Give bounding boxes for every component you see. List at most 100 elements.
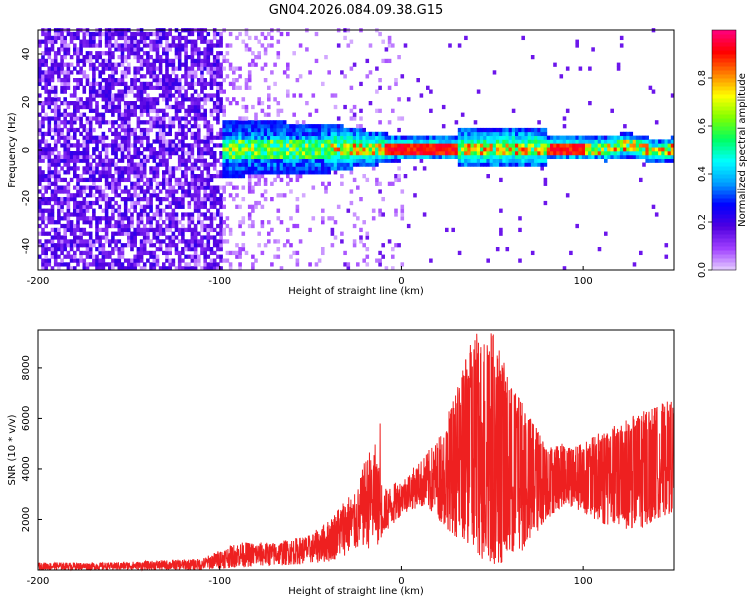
heatmap-cell xyxy=(63,70,67,75)
heatmap-cell xyxy=(263,131,268,137)
heatmap-cell xyxy=(95,185,99,190)
heatmap-cell xyxy=(616,143,621,148)
heatmap-cell xyxy=(206,143,211,148)
heatmap-cell xyxy=(282,162,287,167)
heatmap-cell xyxy=(60,216,64,221)
heatmap-cell xyxy=(349,151,354,156)
heatmap-cell xyxy=(203,250,207,256)
heatmap-cell xyxy=(216,51,220,56)
heatmap-cell xyxy=(101,158,106,163)
heatmap-cell xyxy=(101,250,106,256)
heatmap-cell xyxy=(359,124,363,129)
heatmap-cell xyxy=(254,258,258,263)
heatmap-cell xyxy=(276,124,281,129)
heatmap-cell xyxy=(38,74,42,79)
heatmap-cell xyxy=(187,166,192,171)
heatmap-cell xyxy=(333,154,338,160)
heatmap-cell xyxy=(289,139,293,144)
heatmap-cell xyxy=(114,127,118,133)
heatmap-cell xyxy=(378,212,382,217)
heatmap-cell xyxy=(181,147,185,152)
heatmap-cell xyxy=(111,177,115,183)
heatmap-cell xyxy=(257,135,261,140)
heatmap-cell xyxy=(108,120,112,125)
heatmap-cell xyxy=(244,47,249,52)
heatmap-cell xyxy=(41,220,45,225)
heatmap-cell xyxy=(648,139,653,144)
heatmap-cell xyxy=(120,55,125,60)
heatmap-cell xyxy=(282,243,287,248)
heatmap-cell xyxy=(203,162,207,167)
heatmap-cell xyxy=(206,58,211,64)
heatmap-cell xyxy=(184,239,188,244)
heatmap-cell xyxy=(47,231,52,236)
heatmap-cell xyxy=(57,51,61,56)
heatmap-cell xyxy=(139,143,144,148)
heatmap-cell xyxy=(378,250,382,256)
heatmap-cell xyxy=(543,162,548,167)
heatmap-cell xyxy=(263,197,268,202)
heatmap-cell xyxy=(152,101,157,106)
heatmap-cell xyxy=(286,62,290,67)
heatmap-cell xyxy=(177,62,182,67)
heatmap-cell xyxy=(359,151,363,156)
heatmap-cell xyxy=(79,97,83,102)
colorbar-cell xyxy=(712,194,736,199)
heatmap-cell xyxy=(197,108,201,113)
heatmap-cell xyxy=(632,135,637,140)
heatmap-cell xyxy=(244,116,249,121)
heatmap-cell xyxy=(181,162,185,167)
heatmap-cell xyxy=(394,147,398,152)
heatmap-cell xyxy=(79,208,83,213)
heatmap-cell xyxy=(165,204,169,209)
heatmap-cell xyxy=(104,97,109,102)
heatmap-cell xyxy=(104,231,109,236)
heatmap-cell xyxy=(476,131,481,137)
heatmap-cell xyxy=(155,170,160,175)
heatmap-cell xyxy=(279,135,284,140)
heatmap-cell xyxy=(130,35,134,41)
colorbar-cell xyxy=(712,102,736,107)
colorbar-cell xyxy=(712,134,736,139)
heatmap-cell xyxy=(63,39,67,44)
heatmap-cell xyxy=(397,139,401,144)
heatmap-cell xyxy=(292,158,296,163)
heatmap-cell xyxy=(257,131,261,137)
heatmap-cell xyxy=(120,139,125,144)
heatmap-cell xyxy=(263,162,268,167)
heatmap-cell xyxy=(79,151,83,156)
heatmap-cell xyxy=(85,162,90,167)
heatmap-cell xyxy=(127,197,131,202)
heatmap-cell xyxy=(397,243,401,248)
heatmap-cell xyxy=(527,154,532,160)
heatmap-cell xyxy=(588,143,592,148)
colorbar-cell xyxy=(712,138,736,143)
heatmap-cell xyxy=(289,243,293,248)
heatmap-cell xyxy=(476,139,481,144)
heatmap-cell xyxy=(324,185,328,190)
heatmap-cell xyxy=(190,220,195,225)
heatmap-cell xyxy=(165,101,169,106)
heatmap-cell xyxy=(127,174,131,179)
heatmap-cell xyxy=(321,247,325,252)
heatmap-cell xyxy=(222,127,226,133)
heatmap-cell xyxy=(111,223,115,229)
heatmap-cell xyxy=(282,120,287,125)
heatmap-cell xyxy=(82,124,87,129)
heatmap-cell xyxy=(251,166,255,171)
heatmap-cell xyxy=(270,120,274,125)
heatmap-cell xyxy=(200,174,204,179)
heatmap-cell xyxy=(559,74,564,79)
heatmap-cell xyxy=(515,154,519,160)
heatmap-cell xyxy=(352,151,357,156)
heatmap-cell xyxy=(419,143,424,148)
heatmap-cell xyxy=(73,197,77,202)
heatmap-cell xyxy=(203,62,207,67)
heatmap-cell xyxy=(79,227,83,233)
heatmap-cell xyxy=(295,120,300,125)
heatmap-cell xyxy=(413,151,417,156)
colorbar-cell xyxy=(712,206,736,211)
heatmap-cell xyxy=(610,139,614,144)
heatmap-cell xyxy=(53,51,58,56)
heatmap-cell xyxy=(451,151,455,156)
